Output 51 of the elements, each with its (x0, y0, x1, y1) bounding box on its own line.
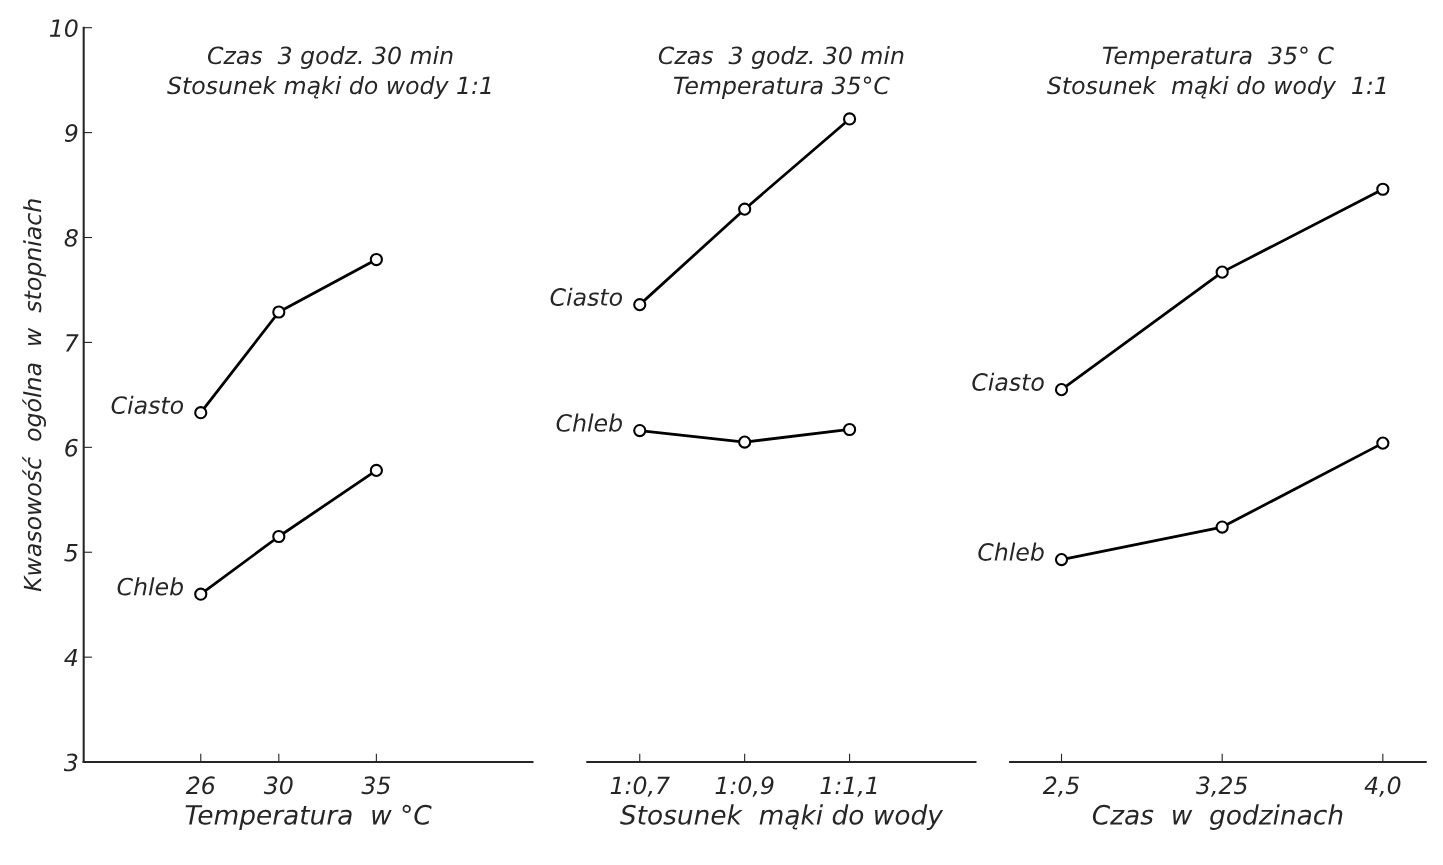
point (738, 435, 752, 449)
y-tick-label: 8 (64, 228, 78, 247)
x-tick-label: 26 (185, 776, 215, 795)
x-tick-label: 1:0,7 (610, 776, 670, 797)
point (194, 406, 208, 420)
text: Temperatura 35° C (1102, 46, 1334, 69)
series-label: Chleb (117, 577, 183, 596)
x-tick-label: 30 (263, 776, 293, 795)
y-tick-label: 6 (65, 438, 78, 457)
y-tick-label: 4 (64, 648, 78, 667)
point (1376, 436, 1390, 450)
text: Temperatura 35°C (673, 76, 890, 99)
point (1215, 265, 1229, 279)
text: Stosunek mąki do wody 1:1 (167, 76, 491, 99)
x-axis-title: Czas w godzinach (1092, 804, 1343, 830)
x-tick-label: 2,5 (1042, 776, 1079, 797)
point (842, 422, 857, 437)
x-axis-title: Stosunek mąki do wody (620, 804, 944, 830)
series-label: Ciasto (972, 372, 1044, 391)
y-tick-label: 7 (66, 334, 79, 352)
x-tick-label: 3,25 (1195, 776, 1248, 797)
point (738, 202, 752, 216)
point (194, 587, 208, 601)
point (842, 112, 857, 126)
series-label: Chleb (978, 542, 1044, 561)
point (1376, 182, 1390, 196)
series-label: Chleb (556, 413, 622, 432)
point (272, 529, 286, 544)
y-tick-label: 5 (64, 544, 78, 562)
x-tick-label: 1:0,9 (715, 776, 774, 797)
text: Czas 3 godz. 30 min (207, 46, 453, 69)
point (1054, 383, 1069, 397)
point (633, 423, 647, 438)
y-tick-label: 3 (63, 753, 78, 772)
y-tick-label: 9 (64, 124, 78, 142)
point (369, 463, 383, 478)
x-axis-title: Temperatura w °C (185, 804, 432, 830)
series-label: Ciasto (111, 395, 184, 414)
point (1215, 520, 1229, 534)
text: Czas 3 godz. 30 min (658, 46, 904, 69)
point (272, 305, 286, 319)
x-tick-label: 1:1,1 (820, 776, 877, 797)
x-tick-label: 35 (361, 776, 391, 795)
text: Stosunek mąki do wody 1:1 (1047, 76, 1386, 99)
series-label: Ciasto (550, 287, 623, 306)
point (633, 298, 647, 312)
point (1054, 552, 1069, 567)
y-tick-label: 10 (49, 19, 78, 37)
y-axis-title: Kwasowość ogólna w stopniach (22, 199, 47, 592)
point (369, 252, 383, 267)
x-tick-label: 4,0 (1364, 776, 1401, 797)
